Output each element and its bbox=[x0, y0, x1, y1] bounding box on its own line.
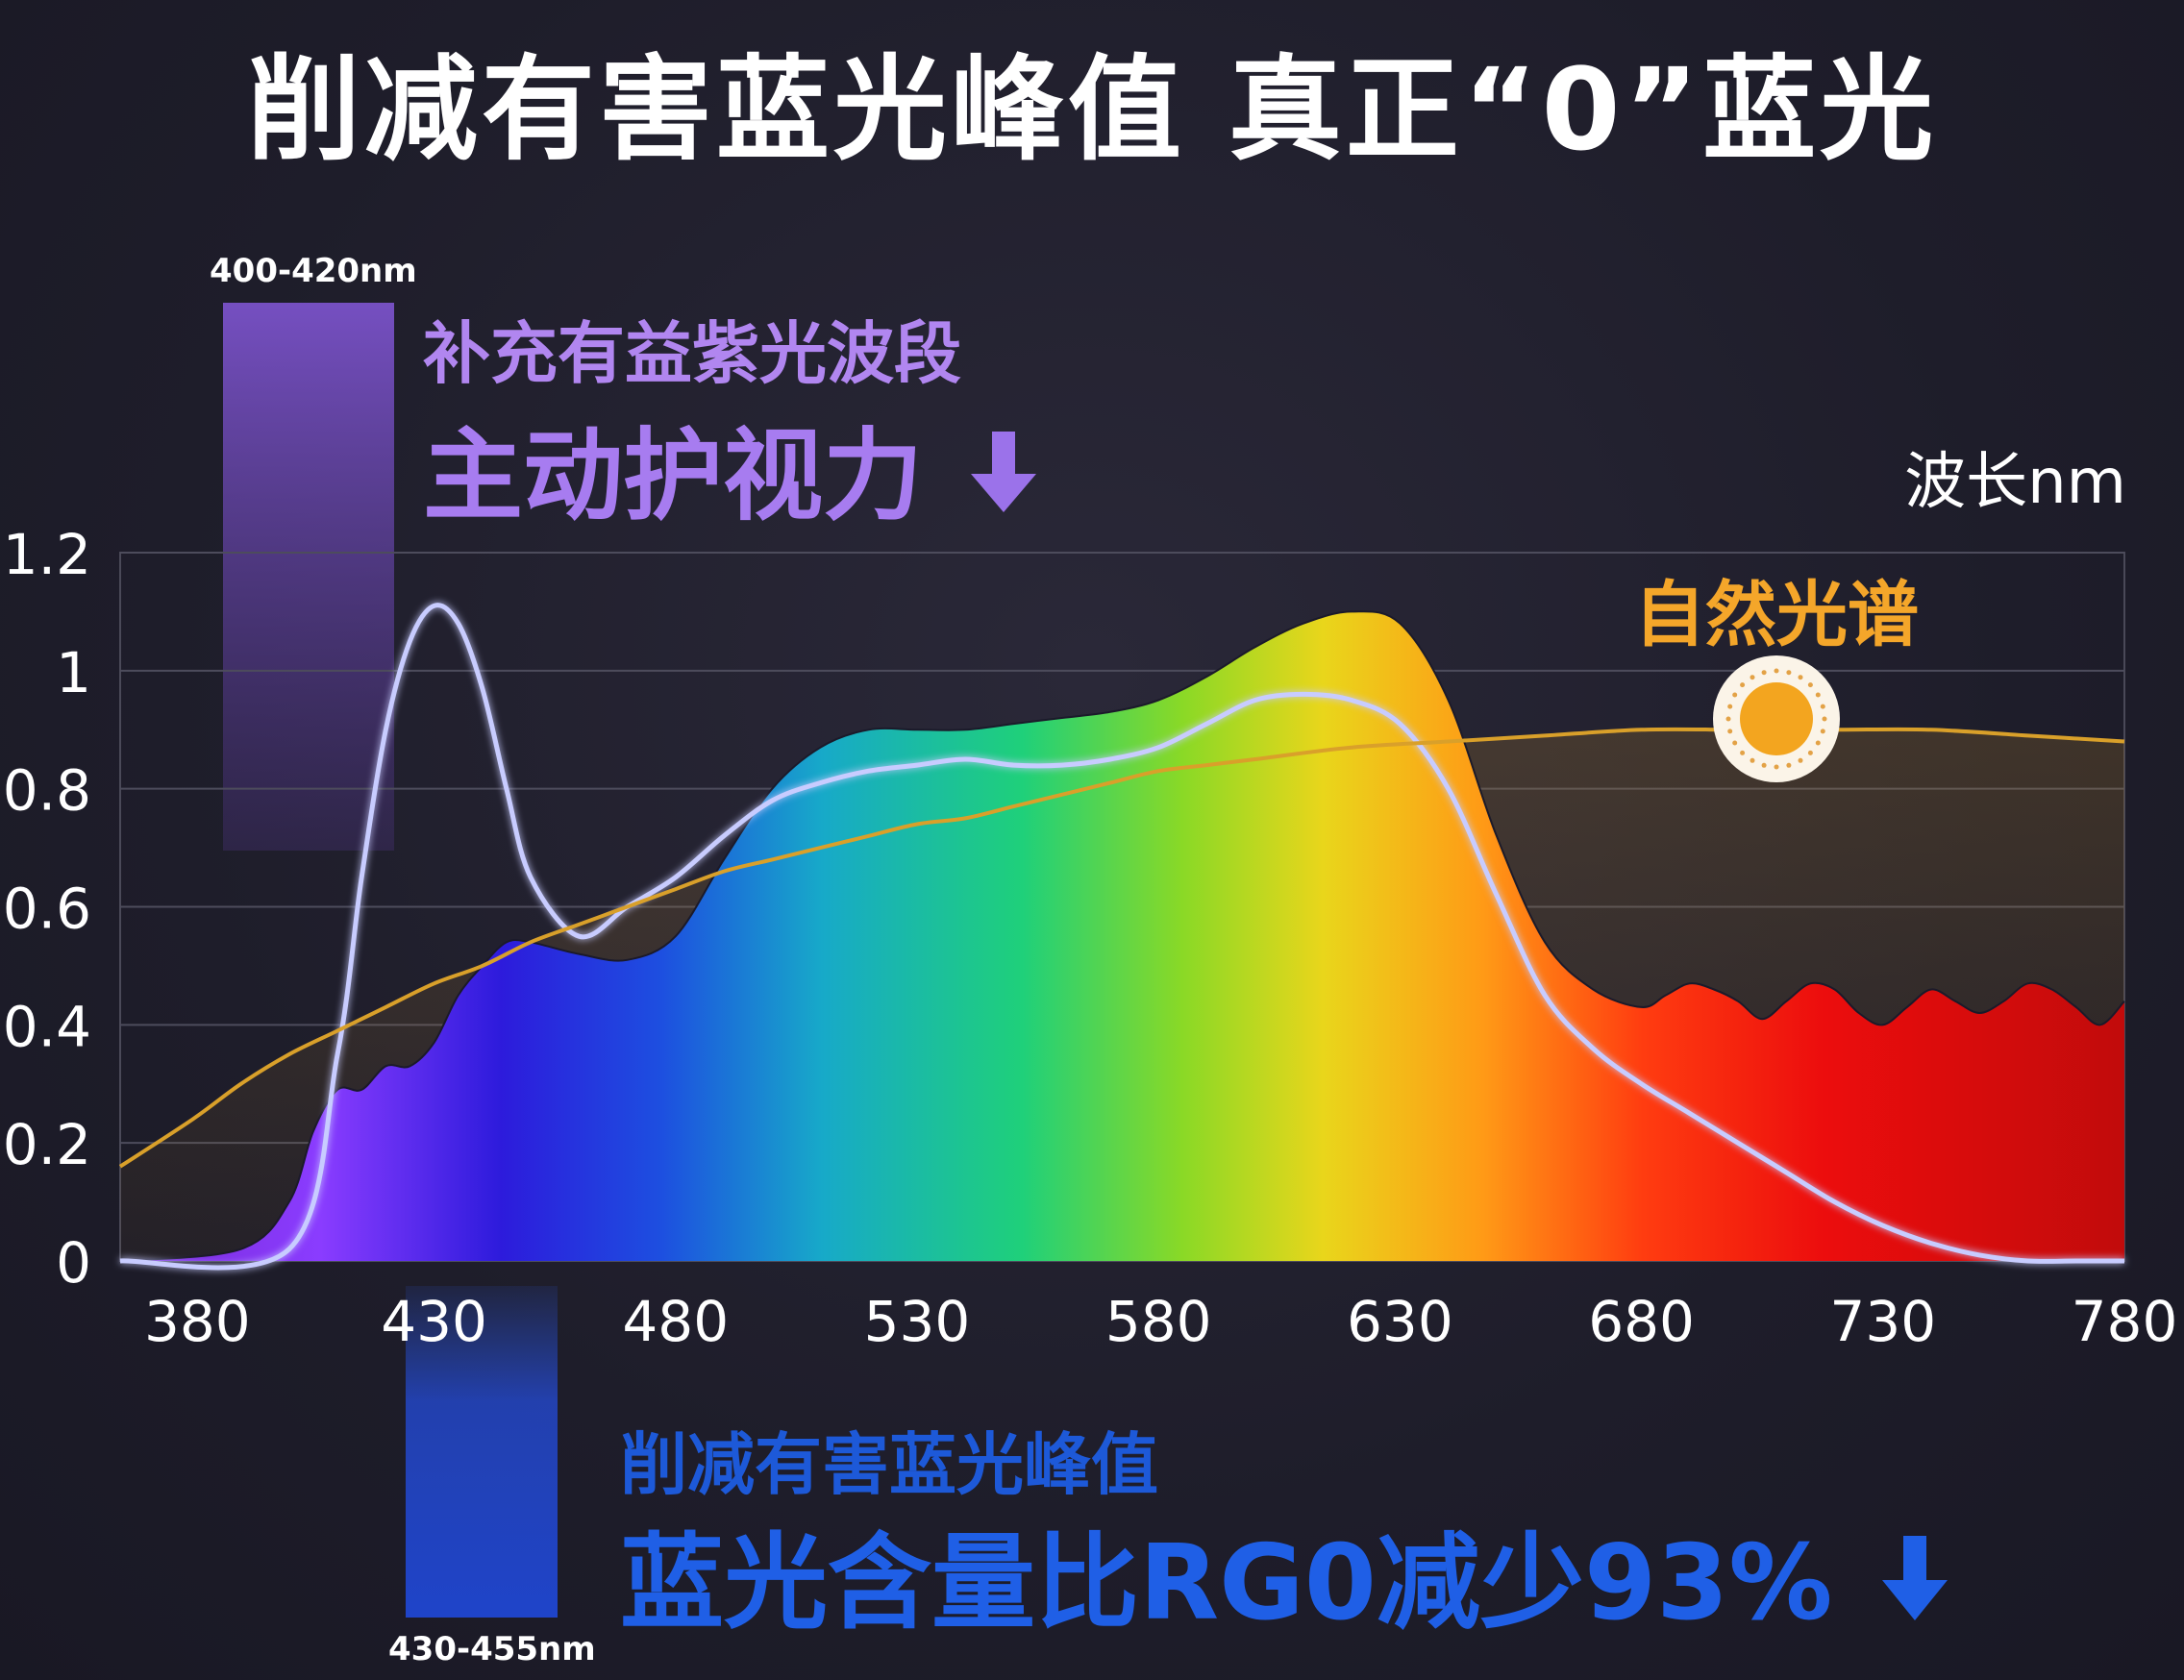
sun-ray-dot bbox=[1740, 682, 1746, 688]
page-title: 削减有害蓝光峰值 真正“0”蓝光 bbox=[246, 43, 1938, 176]
sun-ray-dot bbox=[1761, 670, 1767, 676]
rainbow-spectrum-outline bbox=[119, 610, 2125, 1262]
sun-ray-dot bbox=[1727, 729, 1733, 734]
rainbow-spectrum-area bbox=[120, 611, 2124, 1261]
sun-ray-dot bbox=[1786, 670, 1792, 676]
sun-icon bbox=[1713, 655, 1840, 782]
sun-ray-dot bbox=[1798, 757, 1803, 763]
y-tick-label: 0.4 bbox=[3, 994, 91, 1059]
x-tick-label: 430 bbox=[381, 1289, 487, 1354]
sun-ray-dot bbox=[1815, 740, 1821, 746]
sun-ray-dot bbox=[1740, 750, 1746, 755]
natural-spectrum-line bbox=[118, 727, 2125, 1169]
natural-spectrum-label: 自然光谱 bbox=[1634, 574, 1919, 656]
sun-ray-dot bbox=[1761, 762, 1767, 768]
y-tick-label: 0.6 bbox=[3, 877, 91, 942]
x-tick-label: 780 bbox=[2072, 1289, 2178, 1354]
sun-ray-dot bbox=[1820, 704, 1825, 709]
x-tick-label: 380 bbox=[144, 1289, 251, 1354]
y-tick-label: 0.2 bbox=[3, 1112, 91, 1177]
x-tick-label: 530 bbox=[864, 1289, 971, 1354]
x-axis-unit-label: 波长nm bbox=[1904, 447, 2126, 518]
y-tick-label: 1 bbox=[56, 640, 91, 705]
sun-ray-dot bbox=[1774, 668, 1779, 674]
sun-ray-dot bbox=[1798, 675, 1803, 680]
x-axis: 380 430 480 530 580 630 680 730 780 bbox=[144, 1289, 2177, 1354]
sun-ray-dot bbox=[1822, 716, 1827, 722]
sun-ray-dot bbox=[1815, 692, 1821, 698]
blue-headline: 蓝光含量比RG0减少93% bbox=[620, 1499, 1961, 1649]
x-tick-label: 630 bbox=[1347, 1289, 1453, 1354]
x-tick-label: 730 bbox=[1829, 1289, 1936, 1354]
sun-ray-dot bbox=[1732, 692, 1738, 698]
sun-ray-dot bbox=[1750, 675, 1755, 680]
violet-headline: 主动护视力 bbox=[423, 394, 1050, 539]
sun-ray-dot bbox=[1727, 704, 1733, 709]
x-tick-label: 480 bbox=[622, 1289, 729, 1354]
violet-band-bar bbox=[223, 303, 394, 851]
blue-headline-text: 蓝光含量比RG0减少93% bbox=[620, 1523, 1833, 1643]
sun-ray-dot bbox=[1786, 762, 1792, 768]
violet-headline-text: 主动护视力 bbox=[423, 417, 924, 534]
y-axis: 0 0.2 0.4 0.6 0.8 1 1.2 bbox=[3, 522, 91, 1296]
sun-ray-dot bbox=[1725, 716, 1731, 722]
sun-ray-dot bbox=[1820, 729, 1825, 734]
blue-subtitle: 削减有害蓝光峰值 bbox=[620, 1425, 1158, 1504]
sun-ray-dot bbox=[1750, 757, 1755, 763]
sun-ray-dot bbox=[1774, 764, 1779, 770]
blue-range-label: 430-455nm bbox=[388, 1630, 596, 1668]
y-tick-label: 0.8 bbox=[3, 758, 91, 824]
violet-range-label: 400-420nm bbox=[210, 252, 417, 290]
violet-subtitle: 补充有益紫光波段 bbox=[423, 314, 961, 393]
blue-band-bar bbox=[406, 1286, 558, 1618]
led-spectrum-line bbox=[119, 603, 2124, 1271]
x-tick-label: 580 bbox=[1105, 1289, 1212, 1354]
sun-ray-dot bbox=[1807, 682, 1813, 688]
x-tick-label: 680 bbox=[1588, 1289, 1695, 1354]
y-tick-label: 1.2 bbox=[3, 522, 91, 587]
sun-ray-dot bbox=[1807, 750, 1813, 755]
y-tick-label: 0 bbox=[56, 1230, 91, 1296]
down-arrow-icon bbox=[1882, 1536, 1948, 1620]
sun-ray-dot bbox=[1732, 740, 1738, 746]
down-arrow-icon bbox=[971, 432, 1037, 512]
